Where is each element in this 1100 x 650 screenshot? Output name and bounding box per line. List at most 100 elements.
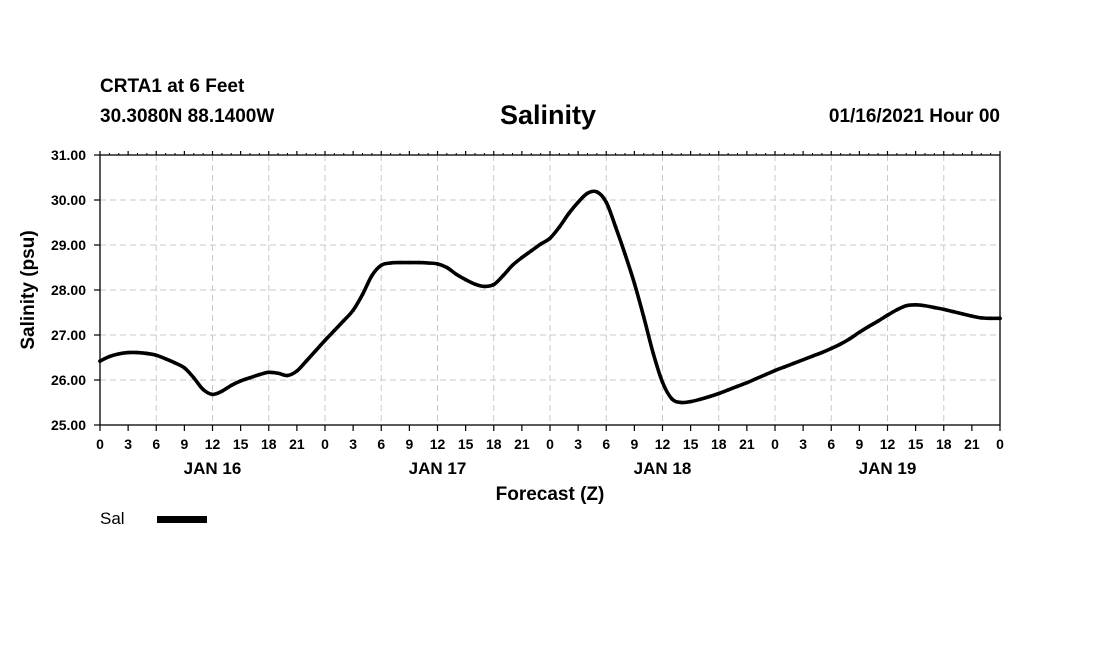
data-point [735, 384, 740, 389]
data-point [529, 249, 534, 253]
x-tick-label: 3 [574, 436, 582, 452]
data-point [885, 313, 890, 318]
data-point [379, 263, 384, 268]
data-point [670, 397, 674, 401]
data-point [745, 380, 749, 385]
y-tick-label: 28.00 [51, 282, 86, 298]
day-label: JAN 16 [184, 459, 242, 478]
day-label: JAN 18 [634, 459, 692, 478]
y-tick-label: 30.00 [51, 192, 86, 208]
data-point [698, 397, 702, 402]
series-layer [98, 189, 1002, 405]
data-point [313, 348, 318, 353]
data-point [510, 263, 515, 268]
data-point [445, 265, 449, 270]
data-point [182, 366, 187, 370]
data-point [613, 225, 618, 229]
x-tick-label: 18 [936, 436, 952, 452]
data-point [904, 303, 909, 308]
data-point [295, 369, 299, 373]
data-point [923, 303, 927, 308]
data-point [154, 353, 159, 358]
data-point [876, 319, 880, 323]
data-point [173, 361, 177, 365]
data-point [829, 346, 834, 351]
data-point [126, 350, 130, 355]
x-tick-label: 9 [630, 436, 638, 452]
x-tick-label: 3 [124, 436, 132, 452]
x-tick-label: 15 [908, 436, 924, 452]
data-point [491, 282, 496, 287]
chart-title: Salinity [500, 100, 597, 130]
data-point [941, 307, 946, 312]
data-point [398, 260, 402, 265]
ticks-layer [94, 151, 1001, 431]
data-point [341, 318, 346, 323]
data-point [426, 261, 430, 265]
x-tick-label: 3 [349, 436, 357, 452]
data-point [360, 292, 365, 297]
legend: Sal [100, 509, 207, 529]
x-tick-label: 15 [458, 436, 474, 452]
x-tick-label: 21 [289, 436, 305, 452]
data-point [707, 394, 712, 399]
x-tick-label: 15 [233, 436, 249, 452]
x-tick-label: 21 [514, 436, 530, 452]
data-point [116, 352, 121, 356]
data-point [482, 284, 487, 289]
data-point [285, 373, 290, 378]
data-point [632, 281, 637, 286]
x-tick-label: 18 [711, 436, 727, 452]
data-point [688, 399, 693, 404]
data-point [548, 236, 552, 241]
forecast-datetime: 01/16/2021 Hour 00 [828, 106, 1000, 127]
data-point [866, 324, 871, 329]
data-point [960, 312, 965, 316]
data-point [820, 350, 824, 355]
data-point [595, 190, 599, 194]
data-point [585, 191, 590, 196]
x-tick-label: 18 [486, 436, 502, 452]
data-point [248, 375, 252, 380]
data-point [641, 315, 646, 319]
data-point [435, 262, 440, 266]
x-tick-label: 21 [964, 436, 980, 452]
data-point [266, 370, 271, 375]
x-tick-label: 21 [739, 436, 755, 452]
legend-label: Sal [100, 509, 125, 528]
data-point [163, 357, 168, 361]
data-point [416, 260, 421, 265]
data-point [623, 252, 627, 256]
x-tick-label: 9 [855, 436, 863, 452]
data-point [276, 371, 280, 376]
data-point [473, 282, 477, 286]
x-tick-label: 0 [546, 436, 554, 452]
x-tick-label: 15 [683, 436, 699, 452]
data-point [773, 368, 777, 373]
x-tick-label: 0 [96, 436, 104, 452]
x-tick-label: 6 [602, 436, 610, 452]
data-point [848, 336, 852, 341]
x-tick-label: 6 [152, 436, 160, 452]
data-point [970, 314, 974, 318]
data-point [566, 211, 571, 216]
data-point [913, 303, 918, 307]
x-tick-label: 12 [655, 436, 671, 452]
x-tick-label: 18 [261, 436, 277, 452]
x-tick-label: 0 [321, 436, 329, 452]
data-point [501, 273, 505, 278]
data-point [651, 351, 655, 355]
data-point [407, 260, 412, 265]
data-point [538, 242, 543, 246]
x-tick-label: 12 [205, 436, 221, 452]
data-point [257, 372, 262, 377]
data-point [857, 330, 862, 335]
data-point [145, 351, 149, 356]
data-point [229, 383, 234, 388]
x-tick-label: 6 [827, 436, 835, 452]
legend-swatch [156, 515, 207, 523]
data-point [520, 255, 524, 260]
data-point [660, 380, 665, 385]
data-point [238, 379, 243, 383]
data-point [388, 261, 393, 265]
